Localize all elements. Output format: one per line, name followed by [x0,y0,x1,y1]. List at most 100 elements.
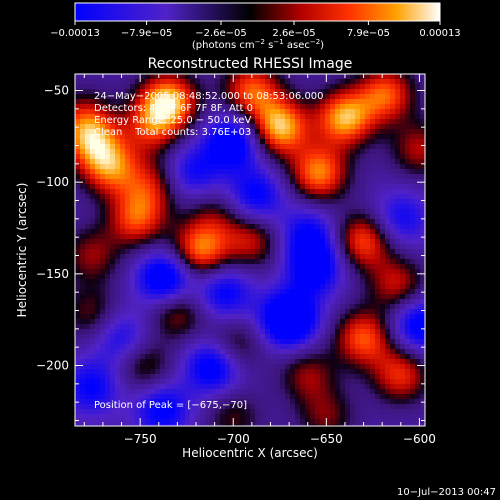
heatmap-cell [220,129,226,135]
heatmap-cell [165,179,171,185]
heatmap-cell [160,334,166,340]
heatmap-cell [320,209,326,215]
heatmap-cell [185,349,191,355]
heatmap-cell [330,214,336,220]
heatmap-cell [200,244,206,250]
heatmap-cell [360,139,366,145]
heatmap-cell [305,374,311,380]
heatmap-cell [230,84,236,90]
heatmap-cell [320,224,326,230]
heatmap-cell [220,359,226,365]
heatmap-cell [395,84,401,90]
heatmap-cell [410,284,416,290]
heatmap-cell [260,289,266,295]
heatmap-cell [295,109,301,115]
heatmap-cell [355,209,361,215]
heatmap-cell [295,364,301,370]
heatmap-cell [300,139,306,145]
heatmap-cell [225,339,231,345]
heatmap-cell [310,329,316,335]
heatmap-cell [110,404,116,410]
heatmap-cell [360,389,366,395]
heatmap-cell [290,124,296,130]
heatmap-cell [100,129,106,135]
heatmap-cell [335,229,341,235]
heatmap-cell [90,224,96,230]
heatmap-cell [410,99,416,105]
heatmap-cell [390,134,396,140]
heatmap-cell [165,164,171,170]
heatmap-cell [380,409,386,415]
heatmap-cell [300,299,306,305]
heatmap-cell [125,204,131,210]
heatmap-cell [305,114,311,120]
heatmap-cell [405,249,411,255]
heatmap-cell [335,354,341,360]
heatmap-cell [80,249,86,255]
heatmap-cell [405,214,411,220]
heatmap-cell [235,209,241,215]
heatmap-cell [315,154,321,160]
heatmap-cell [135,374,141,380]
heatmap-cell [165,184,171,190]
heatmap-cell [275,409,281,415]
heatmap-cell [155,239,161,245]
heatmap-cell [365,84,371,90]
heatmap-cell [325,354,331,360]
heatmap-cell [420,359,425,365]
heatmap-cell [95,374,101,380]
heatmap-cell [370,369,376,375]
heatmap-cell [125,134,131,140]
heatmap-cell [110,264,116,270]
heatmap-cell [355,279,361,285]
heatmap-cell [160,269,166,275]
heatmap-cell [390,189,396,195]
heatmap-cell [220,159,226,165]
heatmap-cell [290,344,296,350]
heatmap-cell [120,144,126,150]
heatmap-cell [245,124,251,130]
heatmap-cell [355,109,361,115]
heatmap-cell [180,259,186,265]
heatmap-cell [120,109,126,115]
heatmap-cell [300,174,306,180]
heatmap-cell [115,199,121,205]
heatmap-cell [195,279,201,285]
heatmap-cell [150,94,156,100]
heatmap-cell [140,139,146,145]
heatmap-cell [180,209,186,215]
heatmap-cell [365,389,371,395]
heatmap-cell [280,379,286,385]
heatmap-cell [240,289,246,295]
heatmap-cell [105,234,111,240]
heatmap-cell [275,354,281,360]
heatmap-cell [130,224,136,230]
heatmap-cell [95,259,101,265]
heatmap-cell [105,384,111,390]
heatmap-cell [190,79,196,85]
heatmap-cell [120,369,126,375]
heatmap-cell [380,214,386,220]
heatmap-cell [165,409,171,415]
heatmap-cell [415,189,421,195]
heatmap-cell [405,364,411,370]
heatmap-cell [385,264,391,270]
heatmap-cell [340,219,346,225]
heatmap-cell [170,359,176,365]
heatmap-cell [375,84,381,90]
heatmap-cell [245,284,251,290]
heatmap-cell [230,214,236,220]
heatmap-cell [290,269,296,275]
heatmap-cell [125,144,131,150]
heatmap-cell [245,339,251,345]
heatmap-cell [200,169,206,175]
heatmap-cell [290,264,296,270]
heatmap-cell [345,149,351,155]
heatmap-cell [310,79,316,85]
heatmap-cell [120,229,126,235]
heatmap-cell [260,344,266,350]
heatmap-cell [360,159,366,165]
heatmap-cell [195,84,201,90]
heatmap-cell [80,269,86,275]
heatmap-cell [395,144,401,150]
